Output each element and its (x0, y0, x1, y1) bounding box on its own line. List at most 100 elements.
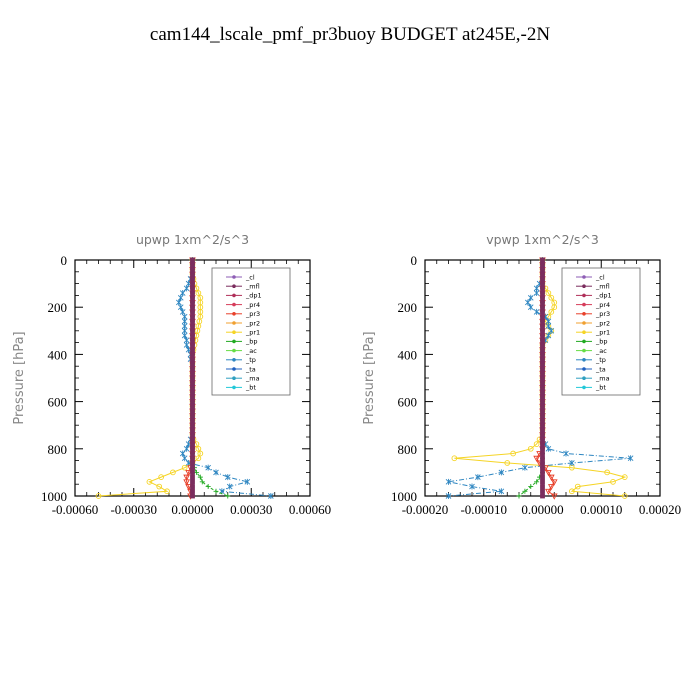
data-point-pr3 (550, 493, 558, 500)
data-point-mfl (540, 394, 545, 400)
legend-swatch-marker (232, 367, 236, 371)
legend-swatch-marker (232, 339, 236, 344)
data-point-pr1 (195, 445, 202, 452)
data-point-mfl (540, 441, 545, 447)
legend-swatch-marker (232, 275, 236, 279)
data-point-mfl (190, 488, 195, 494)
vpwp-panel: vpwp 1xm^2/s^3 Pressure [hPa] 0 200 400 600 80… (362, 232, 681, 517)
data-point-tp (627, 455, 634, 462)
x-tick-label: 0.00020 (639, 502, 681, 517)
data-point-pr1 (533, 441, 540, 447)
legend-swatch-marker (582, 284, 586, 289)
legend-entry: _pr4 (245, 301, 260, 309)
data-point-pr1 (95, 493, 102, 499)
data-point-mfl (190, 356, 195, 362)
data-point-mfl (540, 408, 545, 414)
legend-entry: _mfl (245, 283, 260, 291)
data-point-mfl (540, 347, 545, 353)
data-point-mfl (540, 267, 545, 272)
data-point-mfl (190, 370, 195, 376)
legend-box (211, 267, 291, 396)
data-point-tp (524, 299, 531, 306)
data-point-mfl (540, 380, 545, 386)
legend-entry: _bp (595, 338, 608, 346)
y-tick-label: 1000 (391, 489, 417, 504)
y-tick-label: 400 (48, 347, 68, 362)
data-point-tp (563, 450, 569, 457)
legend-entry: _tp (595, 356, 606, 364)
data-point-pr3 (547, 484, 555, 491)
data-point-pr1 (181, 464, 188, 471)
vpwp-panel-title: vpwp 1xm^2/s^3 (486, 232, 599, 247)
data-point-tp (205, 464, 211, 471)
data-point-pr1 (621, 474, 628, 480)
data-point-mfl (190, 380, 195, 386)
legend-entry: _pr3 (595, 310, 610, 318)
data-point-tp (244, 478, 251, 485)
data-point-mfl (540, 418, 545, 423)
data-point-mfl (540, 285, 545, 291)
data-point-tp (181, 455, 188, 462)
legend-swatch-marker (582, 348, 586, 353)
data-point-pr1 (195, 455, 202, 462)
legend-swatch-marker (232, 358, 236, 362)
series-line-tp (448, 260, 631, 497)
y-tick-label: 800 (398, 442, 418, 457)
legend-entry: _cl (595, 273, 605, 281)
data-point-mfl (540, 413, 545, 419)
y-tick-label: 1000 (41, 489, 67, 504)
upwp-panel-title: upwp 1xm^2/s^3 (136, 232, 249, 247)
data-point-mfl (190, 441, 195, 447)
data-point-pr1 (195, 290, 202, 296)
data-point-mfl (190, 474, 195, 480)
legend-entry: _tp (245, 356, 256, 364)
data-point-mfl (540, 451, 545, 456)
legend-entry: _pr4 (595, 301, 610, 309)
legend-entry: _dp1 (245, 292, 262, 300)
data-point-mfl (190, 465, 195, 471)
data-point-bp (225, 493, 231, 499)
data-point-mfl (190, 446, 195, 452)
data-point-tp (179, 308, 186, 315)
data-point-mfl (190, 366, 195, 371)
data-point-bp (522, 488, 528, 494)
data-point-mfl (540, 446, 545, 452)
legend-entry: _ma (245, 375, 260, 383)
data-point-tp (522, 464, 528, 471)
data-point-mfl (540, 318, 545, 324)
legend-swatch-marker (232, 293, 236, 298)
data-point-pr1 (170, 469, 176, 476)
data-point-mfl (190, 413, 195, 419)
legend-swatch-marker (232, 312, 236, 316)
data-point-pr3 (545, 469, 552, 477)
x-tick-label: -0.00020 (402, 502, 449, 517)
legend-swatch-marker (232, 330, 236, 335)
legend-entry: _cl (245, 273, 255, 281)
data-point-bp (516, 493, 522, 499)
legend-swatch-marker (232, 321, 236, 325)
legend-swatch-marker (232, 348, 236, 353)
legend-entry: _bt (595, 384, 606, 392)
data-point-tp (183, 285, 190, 292)
legend-entry: _mfl (595, 283, 610, 291)
y-tick-label: 200 (48, 300, 68, 315)
legend-swatch-marker (582, 275, 586, 279)
y-tick-label: 600 (48, 395, 68, 410)
data-point-tp (177, 294, 184, 301)
data-point-tp (181, 332, 188, 339)
data-point-mfl (540, 422, 545, 428)
data-point-pr3 (533, 455, 540, 462)
data-point-tp (498, 469, 505, 476)
data-point-mfl (540, 470, 545, 475)
data-point-mfl (540, 465, 545, 471)
data-point-mfl (540, 342, 545, 348)
data-point-mfl (190, 436, 195, 442)
data-point-mfl (190, 347, 195, 353)
data-point-pr1 (451, 455, 458, 462)
data-point-mfl (540, 375, 545, 381)
y-axis-label: Pressure [hPa] (12, 331, 27, 424)
x-tick-label: -0.00060 (52, 502, 99, 517)
data-point-bp (528, 484, 534, 490)
x-tick-label: 0.00030 (230, 502, 272, 517)
data-point-mfl (540, 403, 545, 409)
